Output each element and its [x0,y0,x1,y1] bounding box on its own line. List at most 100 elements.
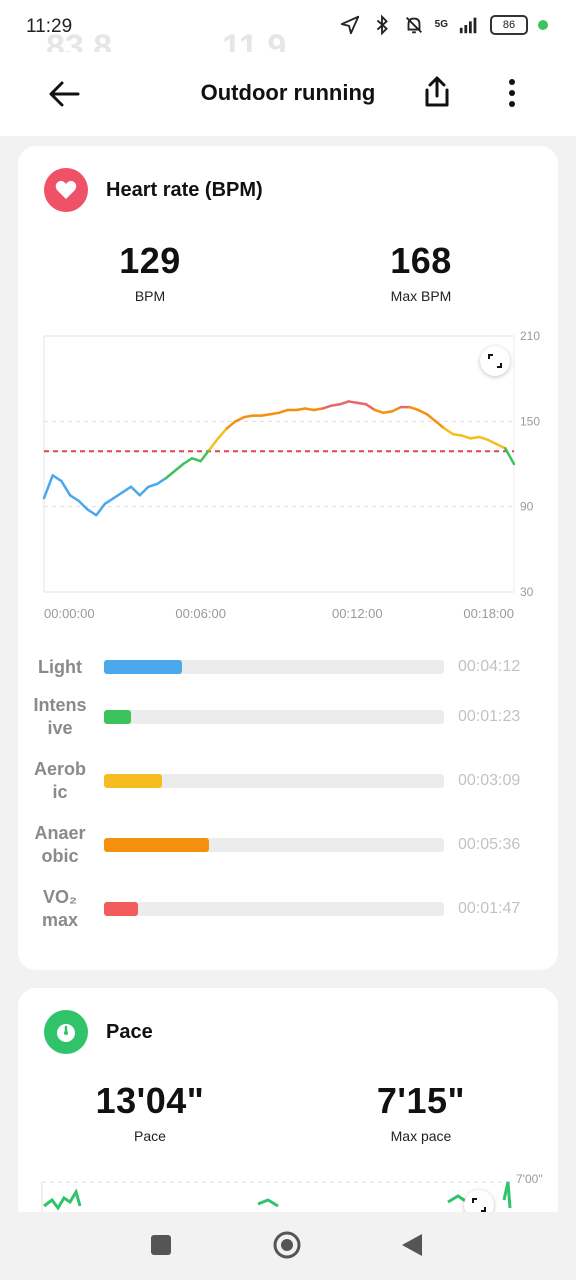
heart-rate-line-segment [225,420,237,430]
y-tick-label: 150 [520,414,540,428]
heart-rate-line-segment [373,408,385,415]
more-vertical-icon[interactable] [500,76,524,110]
avg-pace-label: Pace [134,1128,166,1144]
status-time: 11:29 [26,16,73,37]
heart-rate-line-segment [495,442,507,450]
heart-rate-line-segment [451,432,464,437]
recents-square-icon[interactable] [150,1234,172,1256]
x-tick-label: 00:18:00 [463,606,514,621]
zone-name: VO₂ max [41,887,79,930]
heart-rate-line-segment [329,403,342,407]
pace-title: Pace [106,1020,153,1043]
page-title: Outdoor running [200,80,376,105]
max-bpm-label: Max BPM [390,288,452,304]
zone-name: Anaer obic [34,823,86,866]
heart-rate-line-segment [338,400,350,406]
heart-rate-title: Heart rate (BPM) [106,178,263,201]
heart-rate-line-segment [425,412,437,423]
zone-row: Intens ive 00:01:23 [18,695,558,766]
zone-row: Aerob ic 00:03:09 [18,759,558,830]
zone-name: Light [38,657,82,677]
arrow-left-icon[interactable] [44,76,84,112]
heart-rate-line-segment [469,435,481,440]
heart-rate-line-segment [303,407,316,412]
network-type: 5G [434,19,448,30]
heart-rate-line-segment [68,494,81,503]
heart-rate-line-segment [390,405,403,413]
avg-bpm-value: 129 [119,240,181,281]
zone-bar-fill [104,660,183,674]
zone-bar-track [104,902,444,916]
heart-rate-line-segment [234,415,246,423]
status-icons: 5G 86 [339,14,548,36]
heart-rate-line-segment [504,447,516,466]
status-bar: 11:29 83.8 11.9 5G 86 [0,0,576,66]
zone-row: VO₂ max 00:01:47 [18,887,558,958]
system-nav-bar [0,1212,576,1280]
app-header: Outdoor running [0,52,576,136]
heart-rate-line-segment [477,435,490,442]
avg-pace-value: 13'04" [95,1080,205,1121]
heart-rate-line-segment [190,457,202,463]
privacy-dot-icon [538,20,548,30]
heart-rate-line-segment [208,437,220,452]
zone-bar-fill [104,710,132,724]
avg-bpm-stat: 129 BPM [60,240,240,304]
heart-rate-line-segment [260,412,272,417]
x-tick-label: 00:12:00 [332,606,383,621]
zone-time: 00:01:23 [458,708,521,725]
expand-icon[interactable] [480,346,510,376]
heart-rate-line-segment [356,401,368,406]
max-bpm-stat: 168 Max BPM [331,240,511,304]
y-tick-label: 210 [520,329,540,343]
location-arrow-icon [340,15,359,35]
heart-rate-line-segment [129,485,141,497]
zone-bar-fill [104,838,210,852]
zone-bar-track [104,838,444,852]
battery-icon: 86 [490,15,528,35]
home-circle-icon[interactable] [272,1230,302,1260]
heart-rate-line-segment [42,474,54,500]
heart-rate-line-segment [121,485,133,494]
pace-card: Pace 13'04" Pace 7'15" Max pace 7'00" [18,988,558,1248]
heart-rate-header: Heart rate (BPM) [44,168,263,212]
x-tick-label: 00:00:00 [44,606,95,621]
share-icon[interactable] [420,74,454,110]
heart-rate-line-segment [155,476,168,486]
signal-icon [459,17,477,34]
stopwatch-icon [44,1010,88,1054]
zone-bar-fill [104,774,162,788]
heart-rate-chart: 210 150 90 30 00:00:00 00:06:00 00:12:00 00:18:… [18,326,558,631]
max-pace-stat: 7'15" Max pace [331,1080,511,1144]
heart-rate-line-segment [486,438,498,446]
zone-bar-fill [104,902,138,916]
zone-time: 00:05:36 [458,836,521,853]
heart-rate-line-segment [269,411,281,416]
zone-bar-track [104,710,444,724]
bluetooth-icon [376,14,388,36]
heart-rate-line-segment [147,482,159,489]
battery-level: 86 [502,19,516,31]
heart-rate-line-segment [434,420,446,430]
heart-rate-line-segment [382,410,394,415]
silent-bell-icon [405,17,422,34]
heart-rate-line-segment [364,403,376,412]
x-tick-label: 00:06:00 [175,606,226,621]
heart-rate-line-segment [138,485,150,497]
max-pace-label: Max pace [390,1128,452,1144]
zone-time: 00:04:12 [458,658,521,675]
back-triangle-icon[interactable] [400,1232,424,1258]
avg-bpm-label: BPM [134,288,166,304]
y-tick-label: 30 [520,585,534,599]
heart-rate-chart-svg: 210 150 90 30 00:00:00 00:06:00 00:12:00 00:18:… [42,329,540,621]
heart-rate-line-segment [77,499,89,511]
zone-row: Light 00:04:12 [18,656,558,716]
heart-rate-line-segment [443,427,455,436]
heart-rate-line-segment [60,479,72,497]
heart-rate-line-segment [277,408,289,415]
heart-rate-line-segment [295,407,307,412]
zone-bar-track [104,774,444,788]
zone-name: Intens ive [33,695,87,738]
heart-rate-line-segment [321,404,333,410]
heart-rate-line-segment [242,414,255,419]
